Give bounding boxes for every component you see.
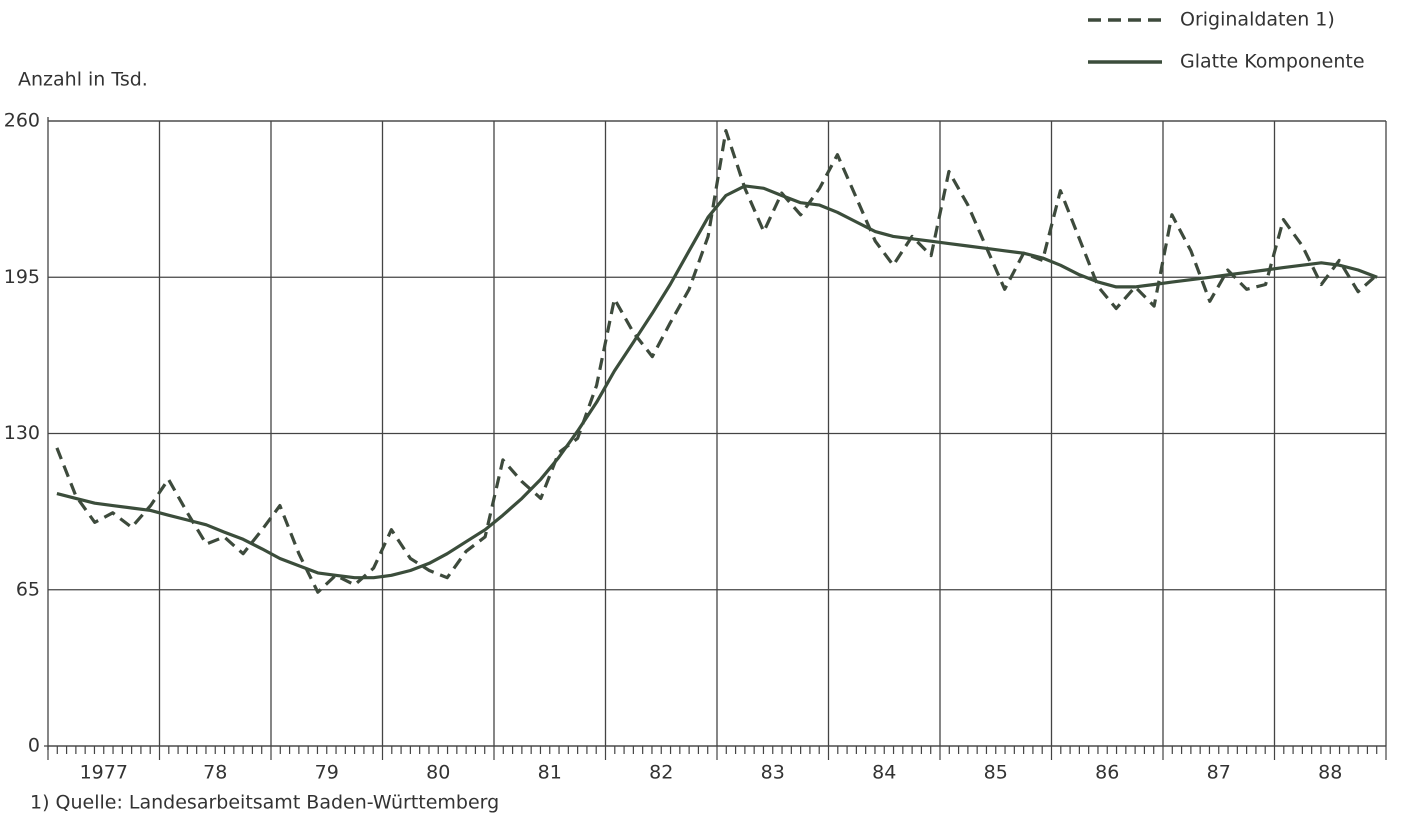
x-tick-label: 83 <box>761 762 785 784</box>
y-tick-label: 65 <box>16 578 40 600</box>
series-line <box>56 184 1378 580</box>
x-tick-label: 86 <box>1095 762 1119 784</box>
x-tick-label: 84 <box>872 762 896 784</box>
x-tick-label: 1977 <box>80 762 128 784</box>
x-tick-label: 79 <box>315 762 339 784</box>
x-tick-label: 78 <box>203 762 227 784</box>
y-tick-label: 195 <box>4 266 40 288</box>
x-tick-label: 87 <box>1207 762 1231 784</box>
x-tick-label: 88 <box>1318 762 1342 784</box>
x-tick-label: 85 <box>984 762 1008 784</box>
footnote: 1) Quelle: Landesarbeitsamt Baden-Württe… <box>30 792 499 814</box>
series-line <box>55 129 1379 594</box>
x-tick-label: 81 <box>538 762 562 784</box>
y-tick-label: 130 <box>4 422 40 444</box>
y-tick-label: 260 <box>4 110 40 132</box>
x-tick-label: 80 <box>426 762 450 784</box>
y-axis-label: Anzahl in Tsd. <box>18 69 148 91</box>
legend-label: Originaldaten 1) <box>1180 9 1335 31</box>
y-tick-label: 0 <box>28 735 40 757</box>
x-tick-label: 82 <box>649 762 673 784</box>
legend-label: Glatte Komponente <box>1180 51 1365 73</box>
